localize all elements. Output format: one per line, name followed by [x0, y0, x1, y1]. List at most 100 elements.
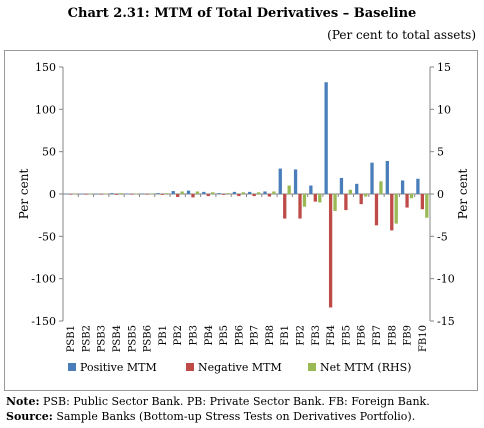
- y2-tick-label: -5: [437, 230, 448, 243]
- bar-net-mtm-rhs: [73, 193, 77, 195]
- bar-positive-mtm: [125, 193, 130, 195]
- bar-net-mtm-rhs: [394, 194, 398, 224]
- legend-swatch: [68, 363, 76, 371]
- bar-negative-mtm: [84, 194, 88, 195]
- bar-negative-mtm: [420, 194, 425, 210]
- bar-net-mtm-rhs: [409, 194, 414, 199]
- y-tick-label: -50: [38, 230, 56, 243]
- bar-net-mtm-rhs: [180, 191, 184, 194]
- x-tick-label: PB6: [234, 325, 245, 345]
- x-tick-label: FB2: [296, 325, 307, 346]
- bar-positive-mtm: [293, 169, 298, 194]
- bar-net-mtm-rhs: [425, 194, 429, 218]
- x-tick-label: PB8: [265, 325, 276, 345]
- legend-swatch: [308, 363, 316, 371]
- bar-net-mtm-rhs: [195, 191, 200, 194]
- y2-tick-label: 10: [437, 103, 451, 116]
- y2-tick-label: 0: [437, 188, 444, 201]
- bar-net-mtm-rhs: [256, 192, 261, 194]
- bar-net-mtm-rhs: [302, 194, 307, 207]
- y-tick-label: 100: [35, 103, 56, 116]
- source-text: Sample Banks (Bottom-up Stress Tests on …: [52, 410, 416, 423]
- legend-label: Net MTM (RHS): [320, 361, 411, 374]
- x-tick-label: FB6: [357, 325, 368, 346]
- bar-positive-mtm: [385, 160, 389, 194]
- bar-positive-mtm: [263, 191, 267, 194]
- x-tick-label: PSB4: [112, 325, 123, 352]
- bar-negative-mtm: [328, 194, 333, 308]
- x-tick-label: FB10: [418, 325, 429, 352]
- bar-net-mtm-rhs: [88, 193, 93, 195]
- bar-positive-mtm: [248, 191, 252, 194]
- bar-positive-mtm: [339, 177, 344, 194]
- bar-net-mtm-rhs: [379, 181, 383, 194]
- bar-net-mtm-rhs: [211, 192, 215, 194]
- bar-positive-mtm: [370, 162, 374, 194]
- bar-net-mtm-rhs: [287, 185, 291, 194]
- source-label: Source:: [6, 410, 53, 423]
- y2-tick-label: 5: [437, 146, 444, 159]
- x-tick-label: PB2: [173, 325, 184, 345]
- bar-negative-mtm: [68, 194, 73, 195]
- legend-label: Positive MTM: [80, 361, 157, 374]
- bar-net-mtm-rhs: [241, 192, 245, 194]
- bar-negative-mtm: [191, 194, 195, 198]
- note-line: Note: PSB: Public Sector Bank. PB: Priva…: [6, 394, 430, 409]
- bar-negative-mtm: [283, 194, 287, 219]
- bar-negative-mtm: [237, 194, 241, 197]
- note-text: PSB: Public Sector Bank. PB: Private Sec…: [39, 395, 430, 408]
- y-tick-label: 50: [42, 146, 56, 159]
- x-tick-label: PSB5: [127, 325, 138, 352]
- y-axis-title: Per cent: [17, 169, 31, 220]
- x-tick-label: PB4: [204, 325, 215, 345]
- bar-negative-mtm: [221, 194, 226, 195]
- bar-net-mtm-rhs: [134, 193, 138, 195]
- y-tick-label: 0: [49, 188, 56, 201]
- chart-frame: [4, 50, 478, 391]
- bar-positive-mtm: [324, 82, 328, 194]
- bar-net-mtm-rhs: [333, 194, 337, 211]
- x-tick-label: FB8: [387, 325, 398, 346]
- source-line: Source: Sample Banks (Bottom-up Stress T…: [6, 409, 430, 424]
- bar-positive-mtm: [171, 191, 175, 194]
- bar-negative-mtm: [344, 194, 348, 211]
- bar-negative-mtm: [130, 194, 134, 195]
- x-tick-label: PB5: [219, 325, 230, 345]
- bar-negative-mtm: [374, 194, 379, 226]
- bar-negative-mtm: [390, 194, 394, 231]
- bar-positive-mtm: [309, 185, 313, 194]
- bar-negative-mtm: [298, 194, 302, 219]
- bar-net-mtm-rhs: [165, 193, 169, 194]
- bar-net-mtm-rhs: [348, 189, 353, 194]
- x-tick-label: FB5: [341, 325, 352, 346]
- x-tick-label: FB4: [326, 325, 337, 346]
- bar-negative-mtm: [114, 194, 119, 195]
- y-tick-label: 150: [35, 61, 56, 74]
- y2-tick-label: -15: [437, 315, 455, 328]
- x-tick-label: PB1: [158, 325, 169, 345]
- legend-label: Negative MTM: [198, 361, 282, 374]
- bar-positive-mtm: [416, 178, 420, 194]
- chart-title: Chart 2.31: MTM of Total Derivatives – B…: [67, 6, 417, 21]
- x-tick-label: FB9: [403, 325, 414, 346]
- bar-negative-mtm: [176, 194, 180, 197]
- bar-net-mtm-rhs: [104, 193, 108, 195]
- x-tick-label: FB7: [372, 325, 383, 346]
- bar-positive-mtm: [355, 183, 359, 194]
- x-tick-label: PSB1: [66, 325, 77, 352]
- bar-positive-mtm: [186, 190, 191, 194]
- x-tick-label: PB7: [250, 325, 261, 345]
- chart-notes: Note: PSB: Public Sector Bank. PB: Priva…: [6, 394, 430, 424]
- x-tick-label: PSB6: [143, 325, 154, 352]
- bar-negative-mtm: [99, 194, 103, 195]
- bar-positive-mtm: [140, 193, 145, 195]
- x-tick-label: PB3: [188, 325, 199, 345]
- y2-tick-label: 15: [437, 61, 451, 74]
- bar-positive-mtm: [110, 193, 114, 194]
- bar-positive-mtm: [95, 193, 99, 195]
- bar-positive-mtm: [278, 168, 282, 194]
- bar-net-mtm-rhs: [226, 193, 230, 194]
- bar-net-mtm-rhs: [318, 194, 322, 203]
- x-tick-label: FB3: [311, 325, 322, 346]
